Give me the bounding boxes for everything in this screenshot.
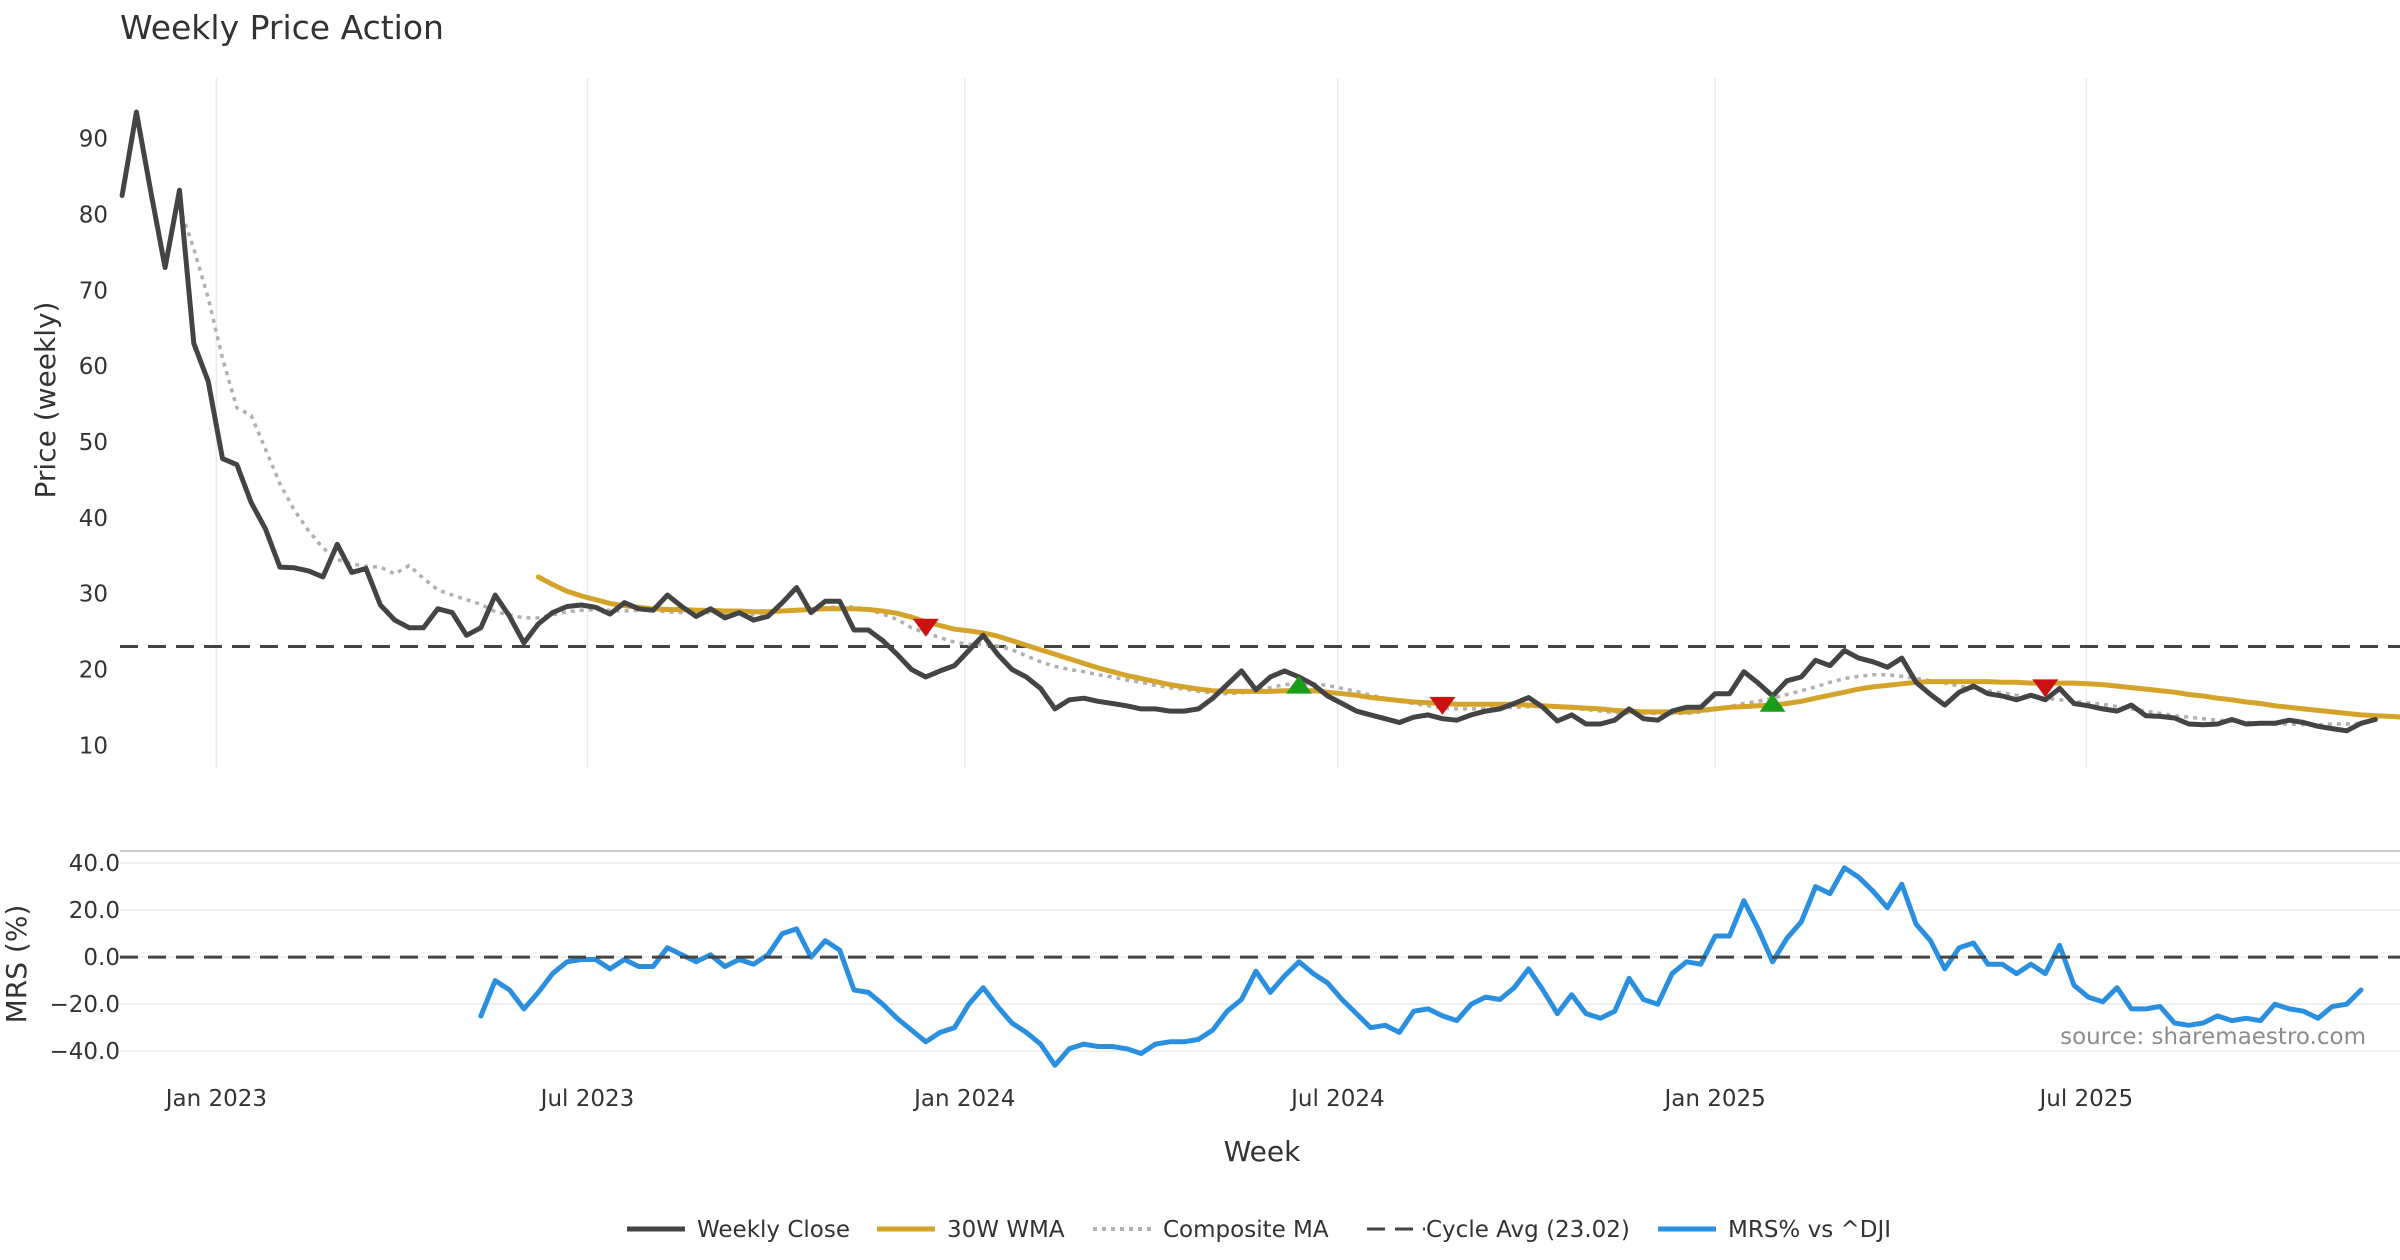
legend-label-30w-wma: 30W WMA: [947, 1217, 1065, 1243]
legend-item: Composite MA: [1093, 1217, 1329, 1243]
legend-label-weekly-close: Weekly Close: [697, 1217, 850, 1243]
x-tick-label: Jan 2024: [912, 1086, 1015, 1112]
legend-label-cycle-avg: Cycle Avg (23.02): [1426, 1217, 1630, 1243]
x-axis: Jan 2023 Jul 2023 Jan 2024 Jul 2024 Jan 2025…: [164, 1086, 2133, 1112]
sell-signal-marker: [912, 618, 939, 637]
price-y-axis-label: Price (weekly): [29, 302, 62, 499]
mrs-vs-dji-series: [478, 865, 2364, 1068]
x-tick-label: Jul 2023: [539, 1086, 635, 1112]
price-panel-grid: [215, 78, 2088, 768]
buy-signal-marker: [1285, 675, 1312, 694]
legend: Weekly Close 30W WMA Composite MA Cycle …: [627, 1217, 1891, 1243]
mrs-y-tick-label: 40.0: [69, 851, 120, 877]
legend-item: MRS% vs ^DJI: [1658, 1217, 1891, 1243]
x-tick-label: Jan 2025: [1663, 1086, 1766, 1112]
x-axis-label: Week: [1224, 1135, 1301, 1168]
mrs-y-axis-label: MRS (%): [0, 905, 33, 1024]
x-tick-label: Jan 2023: [164, 1086, 267, 1112]
price-y-tick-label: 20: [79, 657, 108, 683]
source-label: source: sharemaestro.com: [2060, 1024, 2366, 1050]
price-y-tick-label: 90: [79, 127, 108, 153]
mrs-y-tick-label: −20.0: [50, 992, 120, 1018]
price-y-tick-label: 40: [79, 506, 108, 532]
legend-item: Cycle Avg (23.02): [1367, 1217, 1630, 1243]
price-series-group: [119, 109, 2400, 734]
weekly-close-series: [119, 109, 2378, 734]
legend-label-composite-ma: Composite MA: [1163, 1217, 1329, 1243]
price-y-tick-label: 80: [79, 202, 108, 228]
sell-signal-marker: [1429, 696, 1456, 715]
sell-signal-marker: [2032, 679, 2059, 698]
x-tick-label: Jul 2025: [2037, 1086, 2133, 1112]
x-tick-label: Jul 2024: [1289, 1086, 1385, 1112]
mrs-y-tick-label: −40.0: [50, 1039, 120, 1065]
mrs-y-tick-label: 20.0: [69, 898, 120, 924]
buy-signal-marker: [1759, 693, 1786, 712]
legend-item: Weekly Close: [627, 1217, 850, 1243]
mrs-panel-grid: [120, 862, 2400, 1052]
signal-markers: [912, 618, 2059, 715]
price-y-tick-label: 30: [79, 582, 108, 608]
mrs-y-tick-label: 0.0: [83, 945, 120, 971]
legend-item: 30W WMA: [877, 1217, 1065, 1243]
price-y-tick-label: 70: [79, 278, 108, 304]
mrs-y-axis: 40.0 20.0 0.0 −20.0 −40.0: [50, 851, 120, 1065]
mrs-series-group: [120, 865, 2400, 1068]
price-y-axis: 10 20 30 40 50 60 70 80 90: [79, 127, 108, 760]
price-y-tick-label: 10: [79, 733, 108, 759]
price-y-tick-label: 60: [79, 354, 108, 380]
price-y-tick-label: 50: [79, 430, 108, 456]
30w-wma-series: [535, 574, 2400, 720]
legend-label-mrs: MRS% vs ^DJI: [1728, 1217, 1891, 1243]
chart-title: Weekly Price Action: [120, 8, 444, 47]
composite-ma-series: [177, 206, 2362, 727]
